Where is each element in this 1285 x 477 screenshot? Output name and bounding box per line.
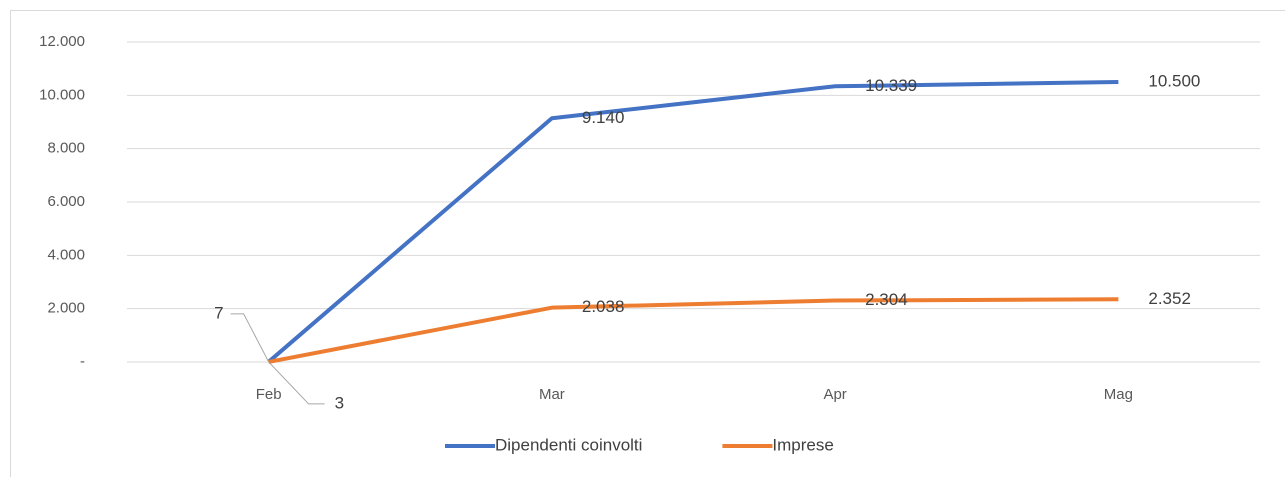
chart-frame	[10, 10, 1285, 477]
data-label: 10.500	[1148, 71, 1200, 90]
data-label: 7	[214, 303, 223, 322]
legend-label: Imprese	[772, 435, 833, 454]
y-tick-label: 10.000	[39, 86, 85, 103]
series-line	[267, 80, 1119, 364]
data-label: 10.339	[865, 76, 917, 95]
y-tick-label: 6.000	[47, 193, 85, 210]
y-tick-label: 2.000	[47, 300, 85, 317]
x-tick-label: Apr	[823, 386, 846, 403]
data-label: 2.038	[582, 297, 625, 316]
y-tick-label: -	[80, 353, 85, 370]
data-label: 2.304	[865, 290, 908, 309]
data-label: 2.352	[1148, 289, 1191, 308]
leader-line	[230, 313, 270, 363]
y-tick-label: 4.000	[47, 246, 85, 263]
leader-line	[268, 361, 325, 405]
data-label: 9.140	[582, 108, 625, 127]
legend-label: Dipendenti coinvolti	[495, 435, 642, 454]
y-tick-label: 8.000	[47, 140, 85, 157]
x-tick-label: Feb	[256, 386, 282, 403]
series-line	[268, 297, 1119, 364]
x-tick-label: Mar	[539, 386, 565, 403]
data-label: 3	[335, 393, 344, 412]
x-tick-label: Mag	[1104, 386, 1133, 403]
y-tick-label: 12.000	[39, 33, 85, 50]
